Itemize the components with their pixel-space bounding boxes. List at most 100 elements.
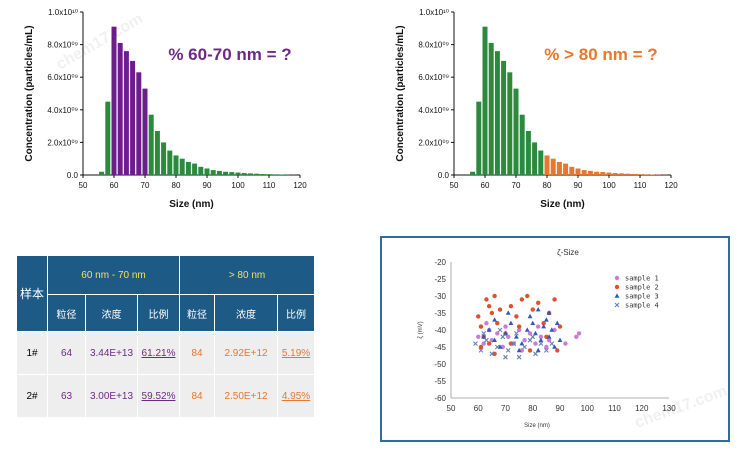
bar <box>612 173 618 175</box>
legend-label: sample 3 <box>625 293 659 301</box>
bar <box>235 172 241 175</box>
bar <box>519 114 525 175</box>
legend-marker <box>614 293 620 298</box>
bar <box>631 174 637 175</box>
table-subheader-row: 粒径 浓度 比例 粒径 浓度 比例 <box>17 294 316 332</box>
subheader-size: 粒径 <box>47 294 86 332</box>
row-label: 2# <box>16 374 48 418</box>
bar <box>192 163 198 175</box>
x-tick-label: 70 <box>512 181 521 190</box>
chart-title: % 60-70 nm = ? <box>168 45 291 64</box>
bar <box>563 163 569 175</box>
scatter-point <box>541 324 547 329</box>
scatter-point <box>576 331 582 336</box>
bar <box>550 158 556 175</box>
x-tick-label: 60 <box>481 181 490 190</box>
histogram-60-70: 0.0 2.0x10⁰⁹ 4.0x10⁰⁹ 6.0x10⁰⁹ 8.0x10⁰⁹ 1.0x1… <box>24 8 307 210</box>
scatter-point <box>514 331 519 336</box>
row-header-cell: 样本 <box>16 255 48 332</box>
bar <box>154 130 160 175</box>
scatter-point <box>503 330 508 336</box>
scatter-point <box>484 297 489 302</box>
table-cell: 2.50E+12 <box>214 374 279 418</box>
bar <box>204 168 210 175</box>
scatter-point <box>508 304 514 309</box>
histogram-over-80: 0.0 2.0x10⁰⁹ 4.0x10⁰⁹ 6.0x10⁰⁹ 8.0x10⁰⁹ 1.0x1… <box>395 8 678 210</box>
scatter-point <box>549 327 555 332</box>
x-tick-label: 110 <box>263 181 276 190</box>
scatter-point <box>563 341 568 346</box>
scatter-point <box>544 344 549 350</box>
scatter-point <box>516 324 522 329</box>
scatter-point <box>505 348 511 353</box>
bar <box>482 26 488 176</box>
scatter-point <box>538 334 544 339</box>
y-tick-label: -25 <box>434 275 446 284</box>
chart-title: % > 80 nm = ? <box>544 45 657 64</box>
scatter-point <box>525 293 530 299</box>
bar <box>130 60 136 175</box>
bar <box>148 114 154 175</box>
bar <box>266 174 272 175</box>
y-tick-label: 0.0 <box>438 171 450 180</box>
bar <box>210 170 216 175</box>
y-tick-label: -20 <box>434 258 446 267</box>
bar <box>272 174 278 175</box>
x-tick-label: 120 <box>635 404 649 413</box>
bar <box>111 26 117 176</box>
bar <box>179 158 185 175</box>
scatter-point <box>473 341 478 346</box>
bar <box>643 174 649 175</box>
bar <box>136 72 142 175</box>
scatter-point <box>486 304 492 309</box>
y-tick-label: 0.0 <box>67 171 79 180</box>
scatter-point <box>514 334 519 339</box>
x-tick-label: 70 <box>501 404 510 413</box>
x-tick-label: 120 <box>293 181 307 190</box>
bar <box>606 172 612 175</box>
subheader-ratio: 比例 <box>277 294 316 332</box>
scatter-point <box>484 337 489 343</box>
scatter-point <box>503 354 508 360</box>
y-tick-label: -50 <box>434 360 446 369</box>
scatter-point <box>527 348 533 353</box>
scatter-point <box>492 337 497 342</box>
x-tick-label: 60 <box>110 181 119 190</box>
y-tick-label: -40 <box>434 326 446 335</box>
scatter-point <box>478 344 484 350</box>
scatter-point <box>554 320 560 325</box>
legend-marker <box>614 284 620 290</box>
scatter-point <box>503 324 508 329</box>
scatter-point <box>514 314 519 319</box>
y-tick-label: 2.0x10⁰⁹ <box>47 138 78 147</box>
scatter-point <box>519 341 525 346</box>
bar <box>123 51 129 176</box>
x-tick-label: 110 <box>608 404 621 413</box>
bar <box>241 173 247 175</box>
scatter-point <box>484 321 489 326</box>
scatter-point <box>527 313 533 319</box>
scatter-point <box>494 344 500 350</box>
bar <box>494 51 500 176</box>
x-tick-label: 100 <box>231 181 245 190</box>
scatter-point <box>538 337 544 342</box>
bar <box>544 155 550 175</box>
bar <box>569 166 575 175</box>
bar <box>556 161 562 175</box>
y-tick-label: 8.0x10⁰⁹ <box>418 41 449 50</box>
bar <box>587 170 593 175</box>
x-tick-label: 130 <box>662 404 676 413</box>
scatter-point <box>478 324 484 329</box>
x-tick-label: 90 <box>203 181 212 190</box>
bar <box>532 142 538 175</box>
group-header-60-70: 60 nm - 70 nm <box>46 255 181 295</box>
y-axis-label: ζ (mV) <box>418 321 424 338</box>
scatter-point <box>555 348 560 353</box>
x-tick-label: 80 <box>528 404 537 413</box>
zeta-size-panel: ζ-Size -20 -25 -30 -35 -40 -45 -50 -55 -60 50 60 70 8… <box>380 236 730 442</box>
scatter-point <box>535 347 541 353</box>
table-cell: 63 <box>47 374 86 418</box>
x-axis-label: Size (nm) <box>169 199 213 210</box>
scatter-point <box>489 310 495 316</box>
x-tick-label: 80 <box>172 181 181 190</box>
